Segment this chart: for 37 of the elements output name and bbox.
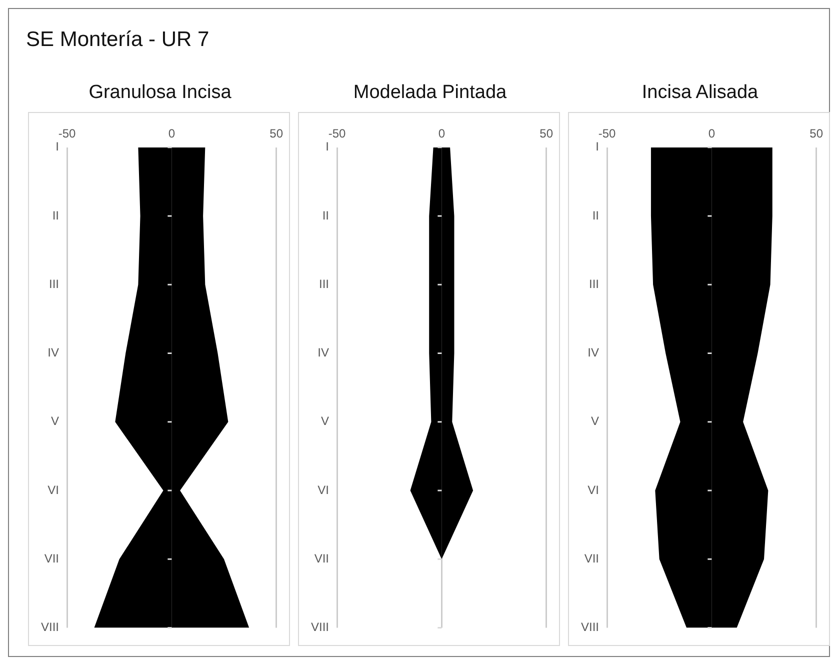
y-tick-label: VI (48, 482, 60, 497)
text: SE Montería - UR 7 (26, 28, 210, 52)
y-tick-label: V (320, 414, 330, 428)
y-tick-label: I (596, 140, 600, 154)
y-tick-label: IV (318, 346, 330, 360)
y-tick-label: I (56, 140, 60, 154)
y-tick-label: III (48, 276, 60, 291)
x-tick-label: -50 (598, 126, 616, 141)
x-tick-label: -50 (58, 126, 76, 141)
y-tick-label: III (318, 276, 330, 291)
x-tick-label: 0 (168, 126, 176, 141)
chart-title: Modelada Pintada (352, 81, 508, 105)
x-tick-label: 50 (270, 126, 284, 141)
y-tick-label: IV (588, 346, 600, 360)
y-tick-label: VIII (580, 620, 600, 634)
y-tick-label: VII (44, 551, 60, 566)
chart-title: Incisa Alisada (640, 81, 760, 105)
y-tick-label: VI (588, 482, 600, 497)
y-tick-label: VII (584, 551, 600, 566)
y-tick-label: VII (314, 551, 330, 566)
y-tick-label: I (326, 140, 330, 154)
y-tick-label: VI (318, 482, 330, 497)
x-tick-label: -50 (328, 126, 346, 141)
y-tick-label: IV (48, 346, 60, 360)
x-tick-label: 0 (438, 126, 446, 141)
x-tick-label: 50 (540, 126, 554, 141)
y-tick-label: II (52, 208, 60, 222)
y-tick-label: VIII (310, 620, 330, 634)
y-tick-label: V (50, 414, 60, 428)
x-tick-label: 0 (708, 126, 716, 141)
y-tick-label: V (590, 414, 600, 428)
y-tick-label: II (592, 208, 600, 222)
chart-title: Granulosa Incisa (88, 81, 232, 105)
y-tick-label: III (588, 276, 600, 291)
x-tick-label: 50 (810, 126, 824, 141)
y-tick-label: II (322, 208, 330, 222)
y-tick-label: VIII (40, 620, 60, 634)
